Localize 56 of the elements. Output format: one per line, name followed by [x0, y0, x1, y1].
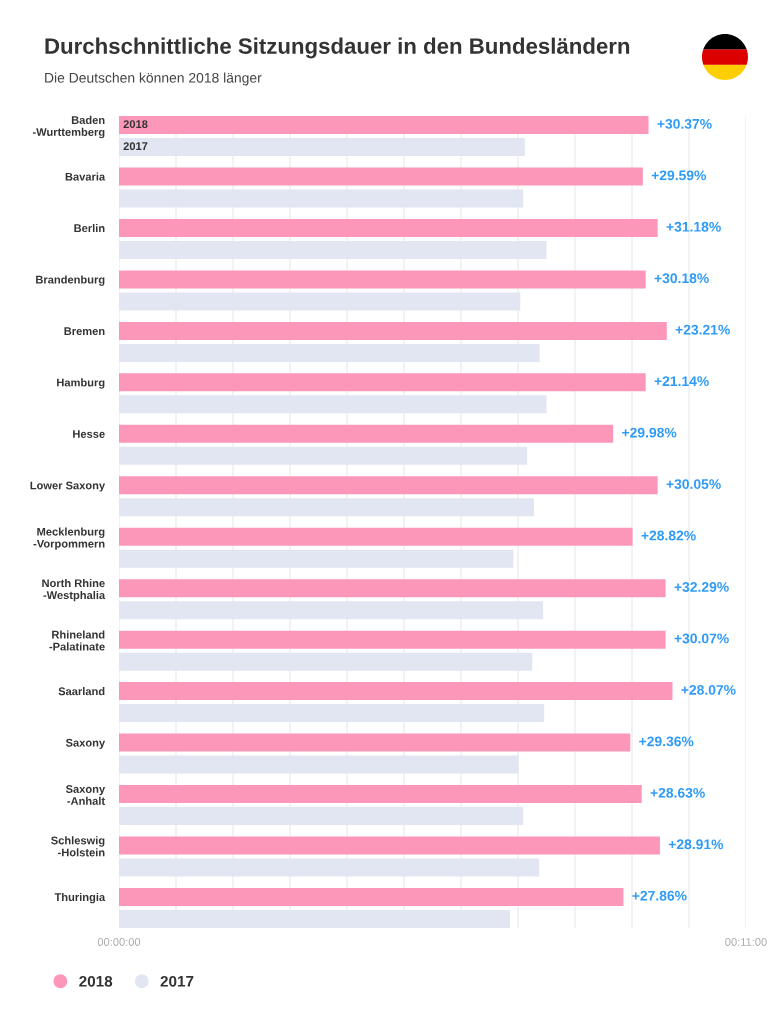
annotation: +32.29%: [674, 582, 729, 592]
annotation: +31.18%: [666, 221, 721, 232]
y-tick-label: Schleswig -Holstein: [51, 836, 105, 857]
text: 2018: [123, 120, 148, 129]
bar: [119, 579, 666, 598]
annotation: +30.18%: [654, 273, 709, 284]
y-tick-label: Bremen: [64, 327, 105, 336]
bar: [119, 630, 666, 649]
annotation: +27.86%: [632, 890, 687, 901]
bar: [119, 682, 673, 701]
annotation: +23.21%: [675, 324, 730, 335]
chart-subtitle: Die Deutschen können 2018 länger: [45, 72, 262, 86]
bar: [119, 116, 649, 135]
bar: [119, 270, 646, 289]
y-tick-label: Bavaria: [65, 172, 106, 181]
y-tick-label: Mecklenburg -Vorpommern: [33, 527, 105, 550]
y-tick-label: Hesse: [73, 430, 105, 438]
x-tick-label: 00:11:00: [725, 938, 767, 946]
annotation: +30.07%: [674, 633, 729, 644]
bar: [119, 785, 642, 804]
annotation: +28.91%: [668, 839, 724, 850]
bar: [119, 218, 658, 237]
bar: [119, 527, 633, 546]
y-tick-label: Saxony: [65, 738, 106, 749]
bar: [119, 321, 667, 340]
chart-title: Durchschnittliche Sitzungsdauer in den Bundesländern: [45, 37, 630, 59]
annotation: +21.14%: [654, 376, 709, 387]
bar: [119, 836, 660, 855]
bar: [119, 476, 658, 495]
y-tick-label: Saxony -Anhalt: [65, 785, 106, 805]
y-tick-label: Baden -Wurttemberg: [32, 115, 105, 139]
annotation: +30.05%: [666, 479, 721, 490]
y-tick-label: Saarland: [58, 687, 105, 696]
y-tick-label: Brandenburg: [36, 275, 105, 286]
bar: [119, 424, 614, 443]
annotation: +28.63%: [650, 787, 705, 798]
y-tick-label: Lower Saxony: [30, 481, 106, 492]
annotation: +29.59%: [651, 170, 707, 181]
bar: [119, 733, 631, 752]
text: 2017: [123, 142, 148, 151]
bar: [119, 887, 624, 906]
y-tick-label: Hamburg: [57, 378, 105, 389]
y-tick-label: Rhineland -Palatinate: [49, 630, 105, 651]
x-tick-label: 00:00:00: [97, 938, 141, 946]
y-tick-label: Thuringia: [54, 892, 106, 904]
y-tick-label: Berlin: [74, 223, 105, 233]
y-tick-label: North Rhine -Westphalia: [42, 578, 106, 602]
annotation: +28.07%: [681, 684, 736, 695]
bar: [119, 167, 643, 186]
annotation: +29.98%: [622, 427, 677, 438]
legend-label: 2017: [160, 975, 194, 987]
legend-label: 2018: [79, 975, 113, 987]
bar: [119, 373, 646, 392]
annotation: +30.37%: [657, 118, 712, 129]
annotation: +29.36%: [639, 736, 694, 747]
annotation: +28.82%: [641, 530, 696, 541]
